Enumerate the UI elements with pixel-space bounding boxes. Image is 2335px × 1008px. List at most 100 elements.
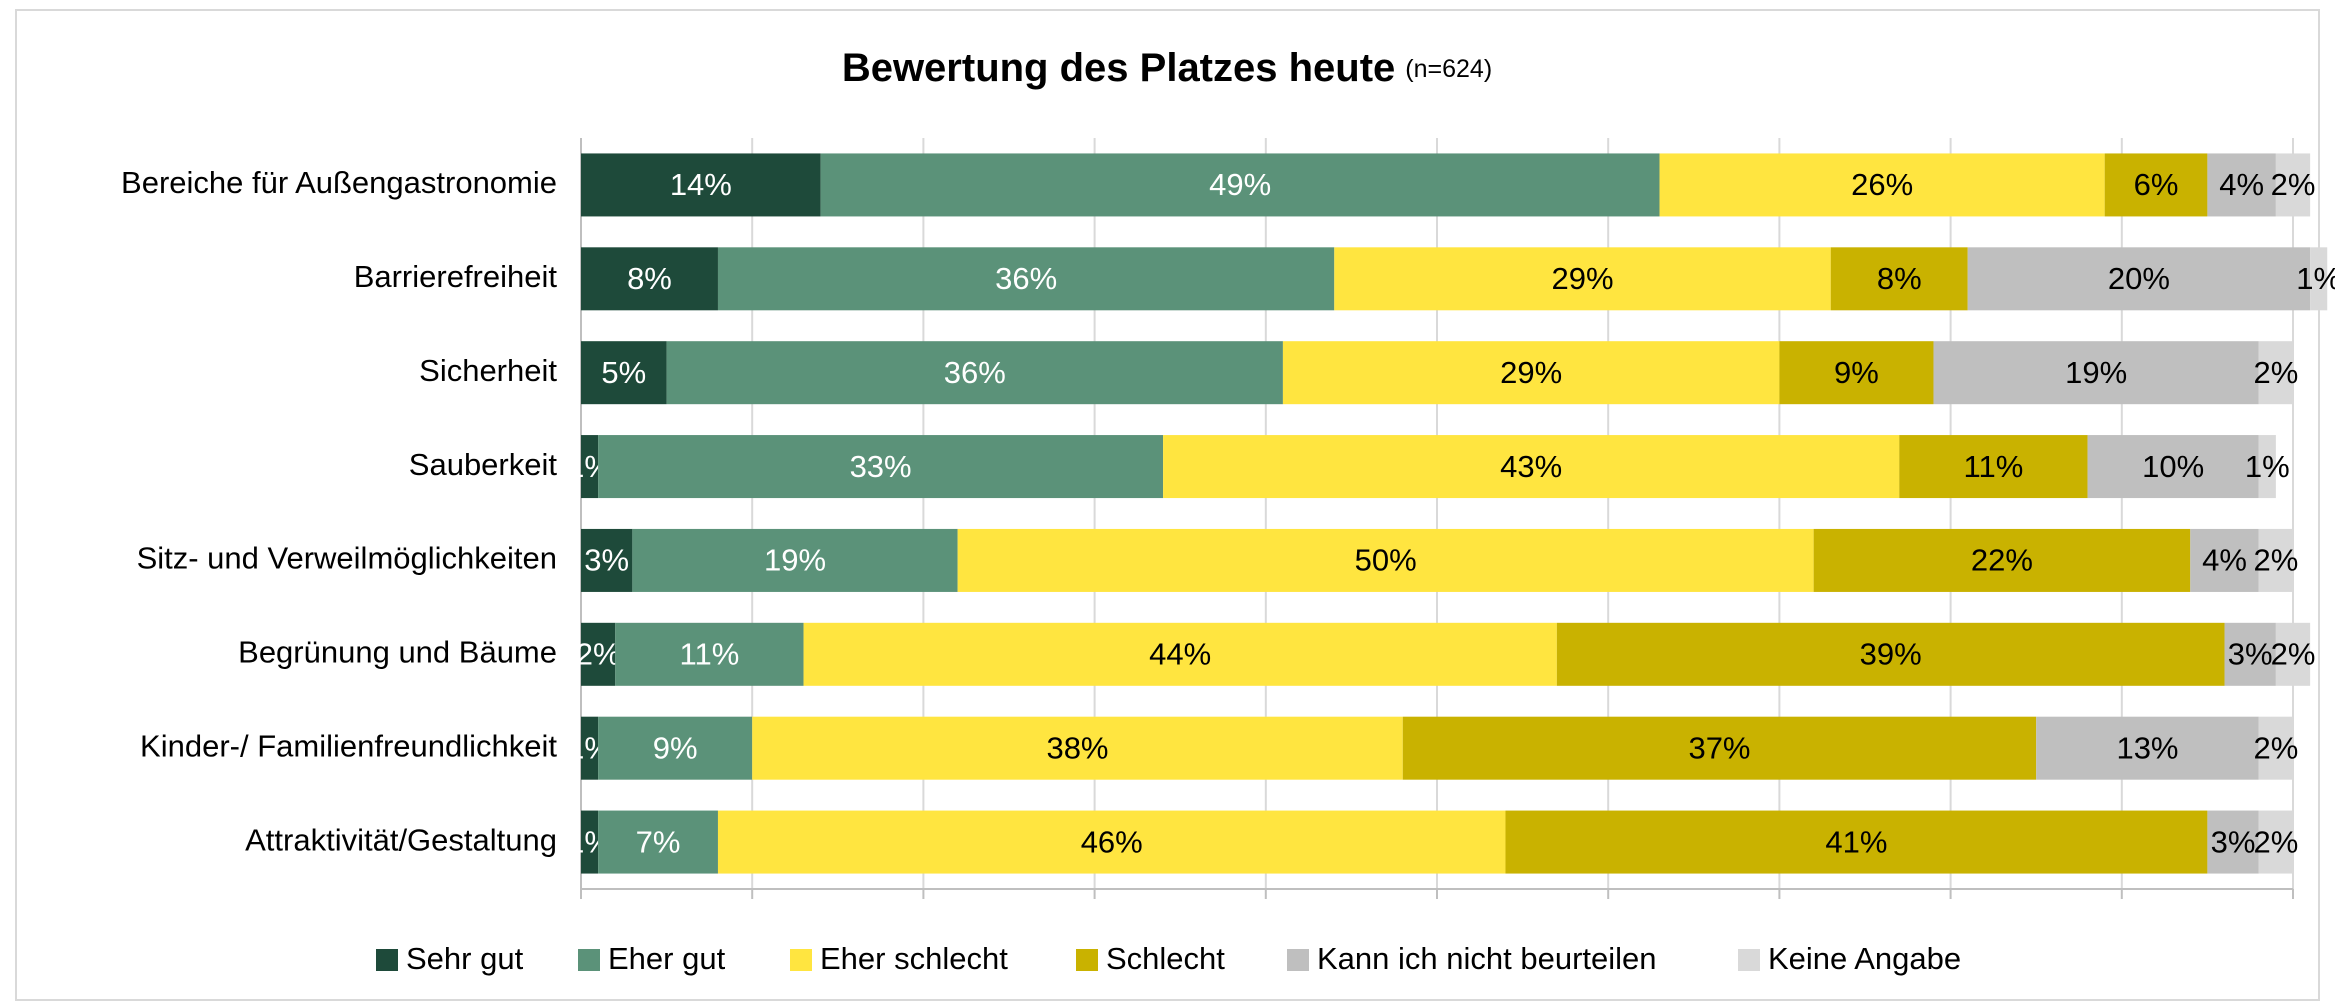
bar-segment (1779, 341, 1934, 405)
bar-segment (2275, 622, 2311, 686)
value-label: 4% (2202, 543, 2247, 578)
bar-segment (598, 435, 1164, 499)
bar-segment (2310, 247, 2328, 311)
value-label: 33% (850, 449, 912, 484)
value-label: 38% (1046, 730, 1108, 765)
legend-swatch (376, 949, 398, 971)
bar-segment (820, 153, 1660, 217)
bar-segment (2258, 810, 2293, 874)
legend-swatch (790, 949, 812, 971)
category-label: Barrierefreiheit (354, 259, 558, 294)
bar-segment (666, 341, 1283, 405)
bar-segment (2275, 153, 2311, 217)
value-label: 9% (1834, 355, 1879, 390)
bar-segment (632, 528, 958, 592)
bar-segment (598, 810, 718, 874)
bar-segment (615, 622, 804, 686)
value-label: 9% (653, 730, 698, 765)
value-label: 26% (1851, 167, 1913, 202)
value-label: 37% (1688, 730, 1750, 765)
bar-segment (581, 622, 616, 686)
value-label: 14% (670, 167, 732, 202)
value-label: 22% (1971, 543, 2033, 578)
legend-label: Eher schlecht (820, 941, 1008, 976)
value-label: 39% (1860, 637, 1922, 672)
bar-segment (1899, 435, 2088, 499)
value-label: 6% (2134, 167, 2179, 202)
value-label: 11% (1964, 449, 2024, 484)
category-label: Kinder-/ Familienfreundlichkeit (140, 728, 557, 763)
bar-segment (1813, 528, 2191, 592)
bar-segment (581, 435, 599, 499)
bar-segment (717, 810, 1506, 874)
legend-swatch (578, 949, 600, 971)
value-label: 2% (2271, 167, 2316, 202)
bar-segment (717, 247, 1335, 311)
legend-label: Sehr gut (406, 941, 524, 976)
bar-segment (803, 622, 1557, 686)
chart-heading: Bewertung des Platzes heute (n=624) (842, 46, 1492, 90)
bar-segment (2190, 528, 2259, 592)
category-label: Bereiche für Außengastronomie (121, 165, 557, 200)
value-label: 41% (1825, 824, 1887, 859)
bar-segment (2258, 528, 2293, 592)
bar-segment (1830, 247, 1968, 311)
value-label: 10% (2142, 449, 2204, 484)
value-label: 3% (2228, 637, 2273, 672)
value-label: 29% (1551, 261, 1613, 296)
bar-segment (752, 716, 1403, 780)
value-label: 36% (995, 261, 1057, 296)
value-label: 36% (944, 355, 1006, 390)
value-label: 20% (2108, 261, 2170, 296)
bar-segment (957, 528, 1814, 592)
value-label: 2% (2271, 637, 2316, 672)
value-label: 43% (1500, 449, 1562, 484)
bar-segment (2036, 716, 2259, 780)
value-label: 2% (576, 637, 621, 672)
bar-segment (581, 341, 667, 405)
value-label: 7% (636, 824, 681, 859)
category-label: Begrünung und Bäume (238, 635, 557, 670)
chart-title: Bewertung des Platzes heute (842, 46, 1395, 90)
legend-label: Keine Angabe (1768, 941, 1961, 976)
legend-label: Kann ich nicht beurteilen (1317, 941, 1657, 976)
bar-segment (2258, 341, 2293, 405)
category-label: Attraktivität/Gestaltung (245, 822, 557, 857)
value-label: 2% (2253, 730, 2298, 765)
value-label: 49% (1209, 167, 1271, 202)
value-label: 2% (2253, 355, 2298, 390)
bar-segment (2104, 153, 2208, 217)
bar-segment (581, 153, 821, 217)
bar-segment (1505, 810, 2208, 874)
legend-swatch (1738, 949, 1760, 971)
bar-segment (1282, 341, 1780, 405)
value-label: 8% (1877, 261, 1922, 296)
bar-segment (2258, 716, 2293, 780)
chart-subtitle: (n=624) (1405, 55, 1492, 83)
bar-segment (1967, 247, 2311, 311)
value-label: 19% (764, 543, 826, 578)
bar-segment (581, 528, 633, 592)
bar-segment (1402, 716, 2037, 780)
value-label: 11% (680, 637, 740, 672)
bar-segment (2207, 153, 2276, 217)
value-label: 1% (2296, 261, 2335, 296)
value-label: 44% (1149, 637, 1211, 672)
value-label: 2% (2253, 543, 2298, 578)
bar-segment (1334, 247, 1831, 311)
legend-swatch (1287, 949, 1309, 971)
value-label: 3% (2211, 824, 2256, 859)
bar-segment (598, 716, 753, 780)
legend-swatch (1076, 949, 1098, 971)
bar-segment (1163, 435, 1900, 499)
value-label: 4% (2219, 167, 2264, 202)
value-label: 1% (2245, 449, 2290, 484)
bar-segment (2258, 435, 2276, 499)
value-label: 8% (627, 261, 672, 296)
bar-segment (1933, 341, 2259, 405)
legend-label: Schlecht (1106, 941, 1225, 976)
value-label: 46% (1081, 824, 1143, 859)
bar-segment (2087, 435, 2259, 499)
bar-segment (581, 716, 599, 780)
